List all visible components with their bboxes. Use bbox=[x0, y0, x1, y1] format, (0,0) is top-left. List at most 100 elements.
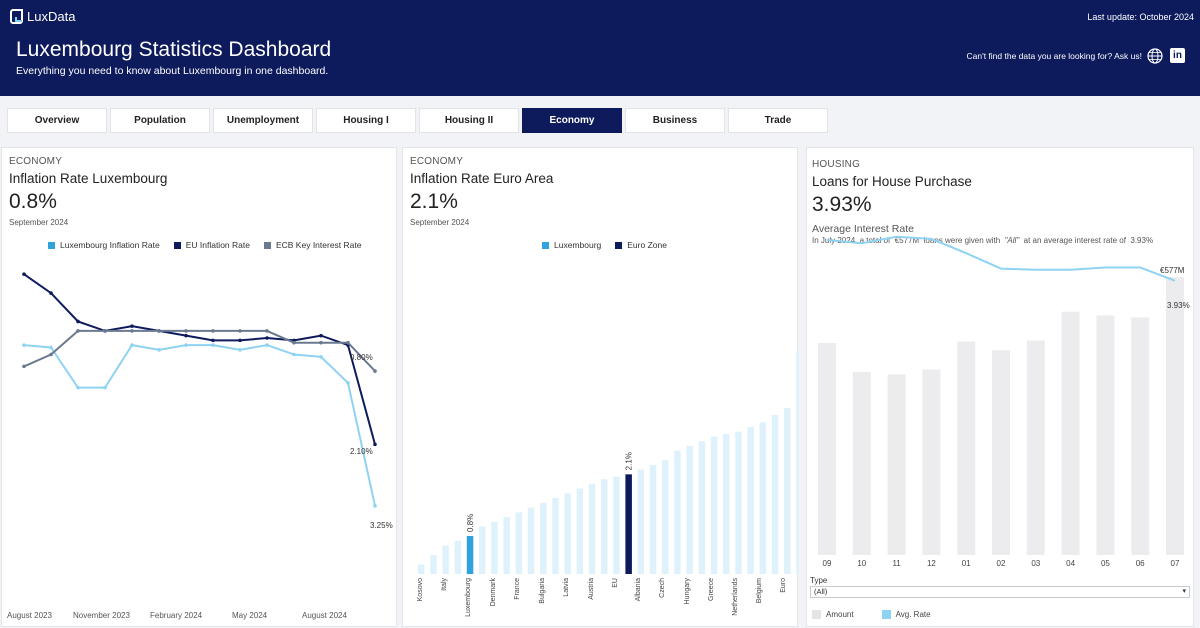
x-tick-label: Latvia bbox=[563, 578, 570, 597]
bar-value-label-luxembourg: 0.8% bbox=[466, 514, 475, 532]
bar bbox=[479, 526, 486, 574]
bar-value-label-eu: 2.1% bbox=[624, 452, 633, 470]
data-point bbox=[238, 348, 242, 352]
x-tick-label: France bbox=[514, 578, 521, 600]
data-point bbox=[130, 329, 134, 333]
bar bbox=[818, 343, 836, 555]
legend-item-lux[interactable]: Luxembourg Inflation Rate bbox=[48, 240, 160, 250]
line-chart-inflation[interactable]: 0.80% 2.10% 3.25% August 2023 November 2… bbox=[2, 148, 398, 628]
data-point bbox=[76, 385, 80, 390]
legend-item-euro-zone[interactable]: Euro Zone bbox=[615, 240, 667, 250]
data-point bbox=[373, 369, 377, 373]
x-tick-label: 01 bbox=[962, 559, 971, 568]
linkedin-icon[interactable]: in bbox=[1170, 48, 1185, 63]
type-filter-select[interactable]: (All) ▾ bbox=[810, 586, 1190, 598]
legend-item-luxembourg[interactable]: Luxembourg bbox=[542, 240, 601, 250]
data-point bbox=[211, 343, 215, 347]
bar bbox=[613, 476, 620, 574]
data-point bbox=[49, 352, 53, 357]
bar bbox=[1096, 315, 1115, 555]
bar bbox=[887, 374, 906, 555]
card-loans-house-purchase: HOUSING Loans for House Purchase 3.93% A… bbox=[806, 147, 1194, 627]
line-avg-rate bbox=[826, 235, 1176, 282]
bar-chart-euro-area[interactable]: Kosovo Italy Luxembourg Denmark France Bulgar… bbox=[403, 148, 799, 628]
bar bbox=[735, 431, 742, 574]
bar bbox=[601, 479, 608, 574]
bar bbox=[515, 512, 523, 574]
logo-icon bbox=[10, 9, 23, 24]
data-point bbox=[49, 345, 53, 350]
tab-overview[interactable]: Overview bbox=[7, 108, 107, 133]
type-filter-label: Type bbox=[810, 576, 828, 585]
x-tick-label: Bulgaria bbox=[539, 578, 546, 604]
bar bbox=[625, 474, 632, 574]
tab-unemployment[interactable]: Unemployment bbox=[213, 108, 313, 133]
data-point bbox=[157, 329, 161, 333]
legend-item-avg-rate[interactable]: Avg. Rate bbox=[881, 610, 931, 619]
x-tick-label: Austria bbox=[588, 578, 595, 600]
header: LuxData Last update: October 2024 Luxemb… bbox=[0, 0, 1200, 96]
end-label-eu: 2.10% bbox=[350, 447, 373, 456]
data-point bbox=[238, 329, 242, 333]
x-tick-label: Hungary bbox=[684, 578, 691, 605]
tab-trade[interactable]: Trade bbox=[728, 108, 828, 133]
data-point bbox=[373, 504, 377, 508]
card-value: 2.1% bbox=[410, 190, 458, 213]
bar bbox=[588, 483, 596, 574]
x-tick-label: 03 bbox=[1031, 559, 1040, 568]
bar bbox=[992, 350, 1010, 555]
data-point bbox=[265, 343, 269, 347]
end-label-lux: 0.80% bbox=[350, 353, 373, 362]
logo[interactable]: LuxData bbox=[10, 9, 75, 24]
bar bbox=[418, 564, 425, 574]
tab-population[interactable]: Population bbox=[110, 108, 210, 133]
legend-item-amount[interactable]: Amount bbox=[812, 610, 854, 619]
legend-item-eu[interactable]: EU Inflation Rate bbox=[173, 240, 250, 250]
line-series-1 bbox=[23, 273, 376, 445]
last-update: Last update: October 2024 bbox=[1087, 12, 1194, 22]
data-point bbox=[130, 343, 134, 347]
card-date: September 2024 bbox=[410, 218, 470, 227]
legend-item-ecb[interactable]: ECB Key Interest Rate bbox=[263, 240, 361, 250]
globe-icon[interactable] bbox=[1147, 48, 1163, 64]
tab-business[interactable]: Business bbox=[625, 108, 725, 133]
data-point bbox=[103, 329, 107, 333]
x-tick-label: November 2023 bbox=[73, 611, 130, 620]
data-point bbox=[319, 355, 323, 359]
data-point bbox=[22, 364, 26, 369]
bar bbox=[454, 540, 462, 574]
card-value: 3.93% bbox=[812, 193, 872, 216]
card-date: September 2024 bbox=[9, 218, 69, 227]
data-point bbox=[22, 343, 26, 347]
ask-us-link[interactable]: Can't find the data you are looking for?… bbox=[966, 51, 1142, 61]
combo-chart-loans[interactable]: 09 10 11 12 01 02 03 04 05 06 07 €577M 3.93% bbox=[807, 148, 1195, 576]
data-point bbox=[76, 329, 80, 333]
bar bbox=[686, 445, 693, 574]
end-label-rate: 3.93% bbox=[1167, 301, 1190, 310]
x-tick-label: 02 bbox=[997, 559, 1006, 568]
bar bbox=[552, 498, 559, 574]
bar bbox=[922, 369, 941, 555]
chevron-down-icon: ▾ bbox=[1182, 588, 1186, 595]
x-tick-label: Albania bbox=[635, 578, 642, 601]
chart-legend: Luxembourg Euro Zone bbox=[542, 240, 667, 250]
bar bbox=[491, 521, 498, 574]
tab-housing-i[interactable]: Housing I bbox=[316, 108, 416, 133]
card-category: ECONOMY bbox=[410, 156, 464, 167]
card-title: Inflation Rate Euro Area bbox=[410, 171, 554, 186]
tab-housing-ii[interactable]: Housing II bbox=[419, 108, 519, 133]
x-tick-label: 07 bbox=[1171, 559, 1180, 568]
bar bbox=[1026, 340, 1045, 555]
bar bbox=[662, 460, 669, 574]
data-point bbox=[346, 381, 350, 385]
x-tick-label: EU bbox=[612, 578, 619, 588]
data-point bbox=[184, 333, 188, 338]
data-point bbox=[157, 348, 161, 352]
bar bbox=[1166, 277, 1184, 555]
bar bbox=[430, 555, 437, 574]
page-subtitle: Everything you need to know about Luxemb… bbox=[16, 65, 329, 77]
x-tick-label: August 2024 bbox=[302, 611, 347, 620]
line-series-0 bbox=[23, 344, 376, 507]
tab-economy[interactable]: Economy bbox=[522, 108, 622, 133]
data-point bbox=[292, 352, 296, 357]
